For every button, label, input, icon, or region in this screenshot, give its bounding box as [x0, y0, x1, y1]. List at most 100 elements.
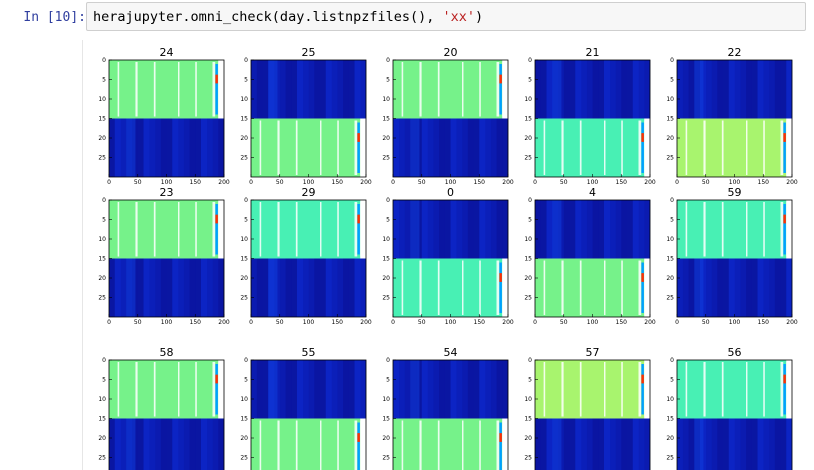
heatmap-flag-stripe [419, 62, 422, 117]
y-tick-label: 20 [240, 435, 248, 442]
heatmap-column-shade [717, 60, 724, 119]
heatmap-column-shade [769, 418, 776, 470]
heatmap-column-shade [644, 200, 651, 259]
y-tick-label: 25 [524, 155, 532, 162]
panel-title: 55 [302, 346, 316, 359]
heatmap-hot-column [499, 422, 502, 470]
heatmap-flag-stripe [419, 420, 422, 470]
heatmap-column-shade [172, 118, 179, 177]
x-tick-label: 50 [134, 319, 142, 326]
heatmap-column-shade [694, 418, 704, 470]
heatmap-column-shade [757, 258, 764, 317]
heatmap-column-shade [178, 418, 185, 470]
y-tick-label: 25 [240, 155, 248, 162]
heatmap-column-shade [644, 60, 651, 119]
y-tick-label: 20 [98, 435, 106, 442]
heatmap-column-shade [172, 418, 179, 470]
heatmap-column-shade [360, 258, 367, 317]
heatmap-column-shade [473, 118, 480, 177]
heatmap-flag-stripe [462, 420, 464, 470]
heatmap-hot-column [215, 364, 218, 415]
heatmap-column-shade [398, 118, 405, 177]
y-tick-label: 20 [240, 135, 248, 142]
heatmap-column-shade [178, 258, 185, 317]
heatmap-column-shade [581, 200, 588, 259]
heatmap-column-shade [615, 200, 622, 259]
heatmap-hot-column [783, 204, 786, 255]
heatmap-hot-column [215, 374, 218, 384]
panel-title: 24 [160, 46, 174, 59]
heatmap-column-shade [751, 418, 758, 470]
x-tick-label: 200 [218, 179, 230, 186]
panel-title: 23 [160, 186, 174, 199]
panel-title: 59 [728, 186, 742, 199]
heatmap-column-shade [302, 360, 309, 419]
x-tick-label: 150 [332, 179, 344, 186]
heatmap-column-shade [218, 258, 225, 317]
heatmap-flag-stripe [117, 202, 120, 257]
heatmap-column-shade [763, 60, 770, 119]
y-tick-label: 0 [102, 57, 106, 64]
x-tick-label: 0 [675, 319, 679, 326]
heatmap-column-shade [251, 360, 258, 419]
heatmap-column-shade [404, 360, 411, 419]
heatmap-hot-column [641, 364, 644, 415]
y-tick-label: 20 [240, 275, 248, 282]
heatmap-column-shade [586, 200, 593, 259]
x-tick-label: 50 [418, 319, 426, 326]
heatmap-column-shade [586, 60, 593, 119]
y-tick-label: 25 [382, 295, 390, 302]
heatmap-panel: 59 0 50 100 150 200 0 5 10 15 20 25 [666, 186, 798, 326]
heatmap-column-shade [268, 258, 278, 317]
x-tick-label: 200 [502, 179, 514, 186]
heatmap-column-shade [490, 200, 497, 259]
heatmap-panel: 570501001502000510152025 [524, 346, 651, 470]
heatmap-flag-stripe [401, 420, 404, 470]
code-input[interactable]: herajupyter.omni_check(day.listnpzfiles(… [86, 2, 806, 31]
heatmap-flag-stripe [295, 420, 298, 470]
heatmap-flag-stripe [543, 260, 546, 315]
heatmap-empty-region [218, 60, 224, 119]
heatmap-flag-stripe [320, 202, 322, 257]
heatmap-flag-stripe [604, 362, 606, 417]
heatmap-column-shade [393, 200, 400, 259]
y-tick-label: 20 [666, 135, 674, 142]
heatmap-flag-stripe [337, 120, 339, 175]
heatmap-column-shade [149, 258, 156, 317]
heatmap-column-shade [421, 360, 428, 419]
heatmap-column-shade [137, 258, 144, 317]
heatmap-column-shade [262, 60, 269, 119]
heatmap-empty-region [644, 360, 650, 419]
heatmap-column-shade [439, 200, 446, 259]
y-tick-label: 5 [102, 377, 106, 384]
x-tick-label: 0 [107, 179, 111, 186]
heatmap-column-shade [485, 360, 492, 419]
heatmap-column-shade [160, 418, 167, 470]
heatmap-column-shade [740, 258, 747, 317]
heatmap-flag-stripe [259, 120, 262, 175]
code-text: herajupyter.omni_check(day.listnpzfiles(… [93, 8, 443, 25]
heatmap-column-shade [763, 258, 770, 317]
heatmap-column-shade [297, 60, 304, 119]
x-tick-label: 50 [560, 319, 568, 326]
heatmap-column-shade [143, 258, 150, 317]
heatmap-column-shade [546, 60, 553, 119]
x-tick-label: 100 [729, 319, 741, 326]
heatmap-flag-stripe [212, 362, 216, 417]
x-tick-label: 0 [249, 319, 253, 326]
y-tick-label: 20 [382, 135, 390, 142]
y-tick-label: 15 [524, 256, 532, 263]
x-tick-label: 0 [391, 319, 395, 326]
heatmap-column-shade [456, 118, 463, 177]
heatmap-flag-stripe [780, 120, 784, 175]
heatmap-column-shade [126, 118, 136, 177]
heatmap-column-shade [183, 118, 190, 177]
heatmap-column-shade [320, 360, 327, 419]
heatmap-column-shade [581, 60, 588, 119]
heatmap-panel: 22 0 50 100 150 200 0 5 10 15 20 25 [666, 46, 798, 186]
heatmap-flag-stripe [579, 120, 582, 175]
heatmap-flag-stripe [354, 420, 358, 470]
heatmap-column-shade [325, 360, 332, 419]
y-tick-label: 0 [386, 57, 390, 64]
